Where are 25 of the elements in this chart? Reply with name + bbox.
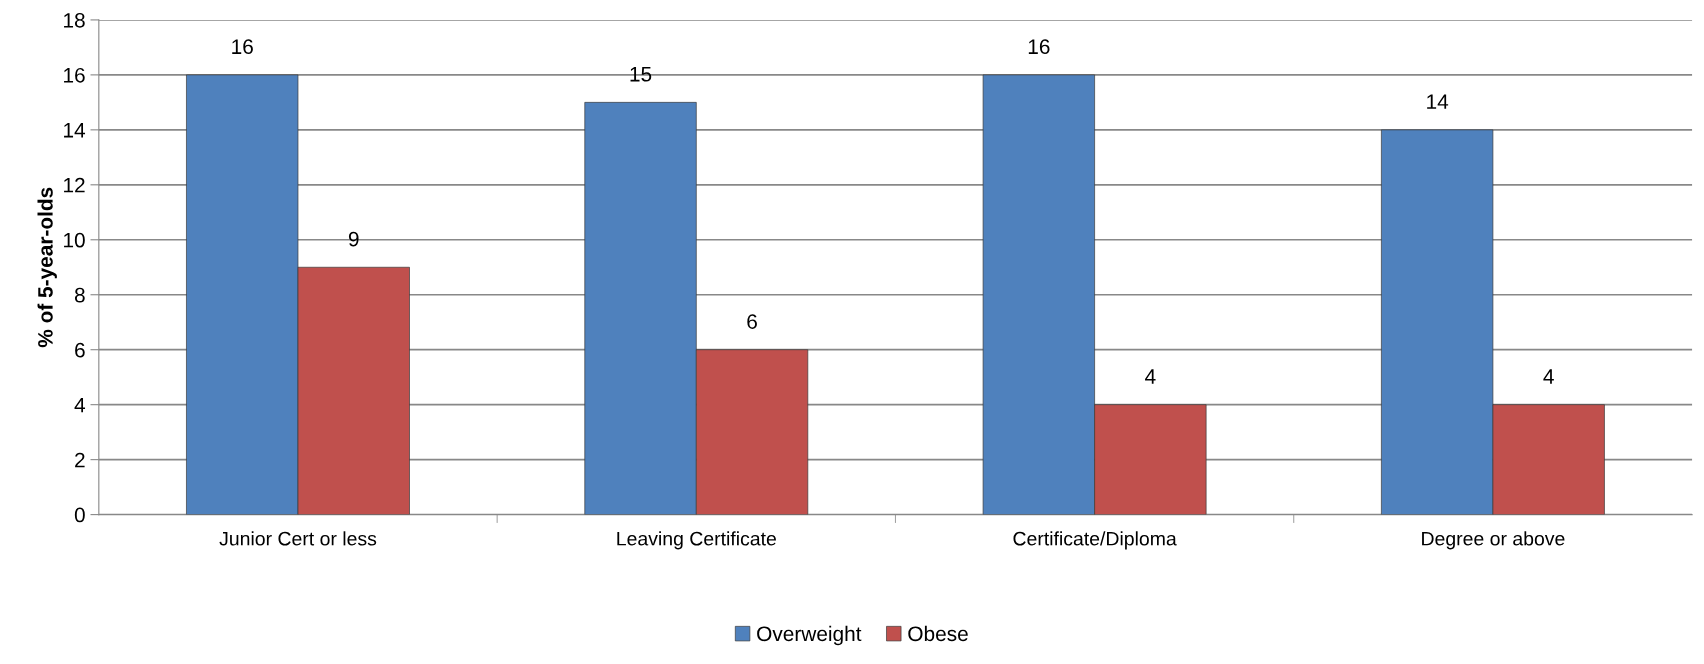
y-tick-label: 16 <box>64 67 85 83</box>
data-label: 6 <box>747 314 757 329</box>
data-label: 4 <box>1145 369 1156 384</box>
y-axis-title: % of 5-year-olds <box>37 187 57 348</box>
x-tick-label: Certificate/Diploma <box>1013 531 1177 550</box>
data-label: 9 <box>348 231 359 247</box>
x-tick-label: Junior Cert or less <box>219 531 377 546</box>
y-tick-label: 12 <box>64 177 85 193</box>
legend-label: Overweight <box>757 625 862 646</box>
legend-label: Obese <box>908 625 968 642</box>
y-tick-label: 14 <box>64 123 86 138</box>
data-label: 4 <box>1543 369 1554 384</box>
y-tick-label: 6 <box>75 342 85 358</box>
data-label: 16 <box>1028 39 1050 55</box>
y-tick-label: 10 <box>64 232 85 248</box>
x-tick-label: Leaving Certificate <box>617 531 776 550</box>
data-label: 15 <box>630 67 652 82</box>
x-tick-label: Degree or above <box>1422 531 1565 550</box>
y-tick-label: 0 <box>74 507 85 523</box>
data-label: 14 <box>1427 94 1449 109</box>
y-tick-label: 4 <box>74 397 86 413</box>
y-tick-label: 8 <box>74 287 85 303</box>
y-tick-label: 2 <box>75 452 85 468</box>
y-tick-label: 18 <box>64 12 85 28</box>
data-label: 16 <box>232 39 253 55</box>
